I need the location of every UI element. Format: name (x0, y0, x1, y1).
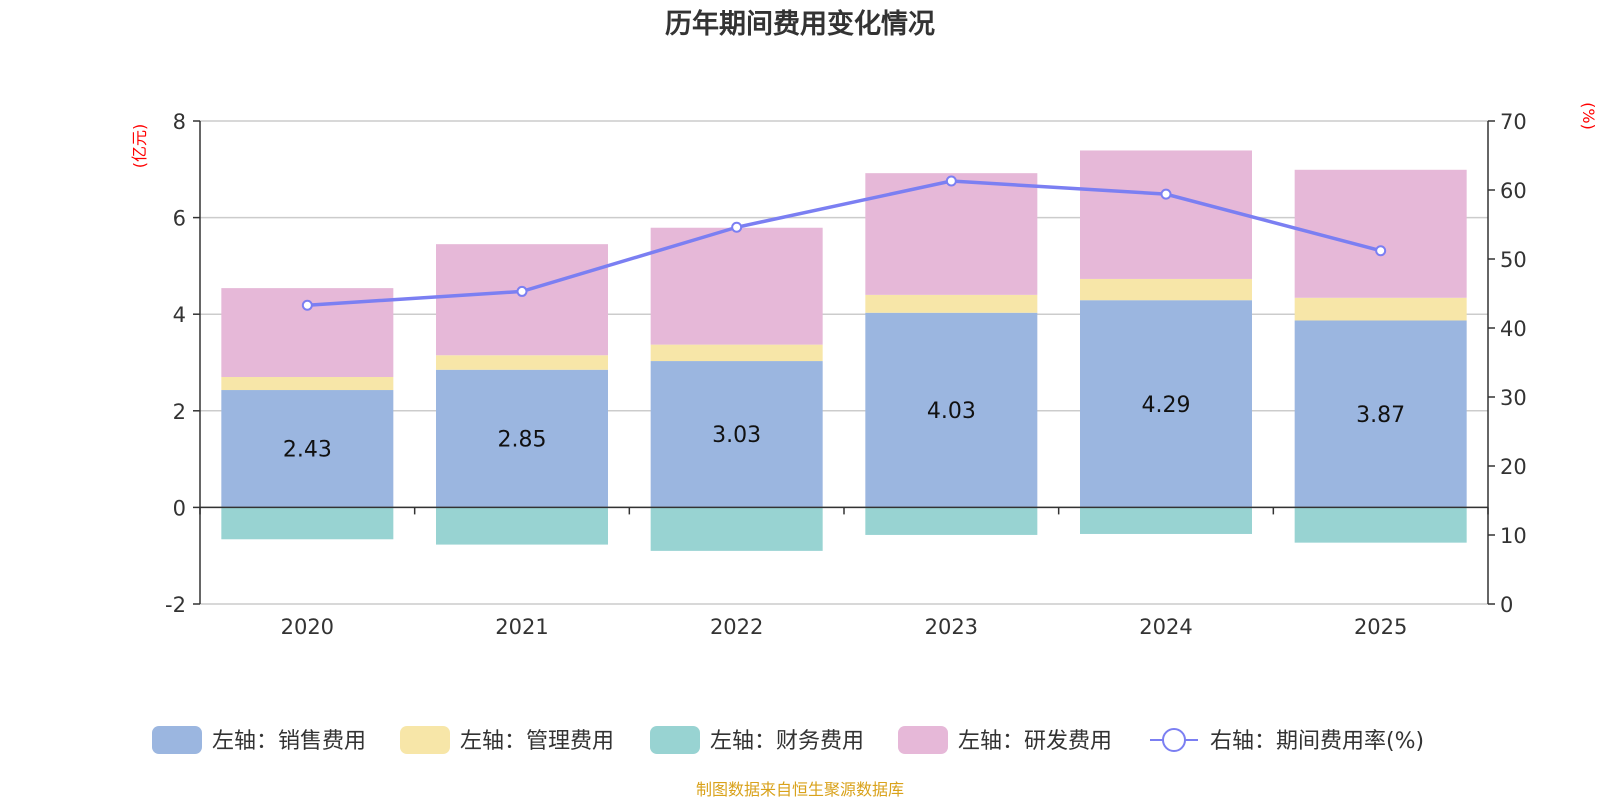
admin-expense-bar (1080, 278, 1252, 301)
legend-label: 左轴：研发费用 (958, 729, 1112, 754)
sales-expense-bar (1080, 300, 1252, 508)
sales-value-label: 3.87 (1356, 403, 1405, 428)
x-tick-label: 2023 (925, 615, 978, 639)
right-tick-label: 10 (1500, 524, 1527, 548)
right-axis-unit: (%) (1579, 102, 1598, 130)
finance-expense-bar (865, 507, 1038, 535)
x-tick-label: 2022 (710, 615, 763, 639)
admin-expense-bar (1294, 297, 1467, 321)
legend: 左轴：销售费用 左轴：管理费用 左轴：财务费用 左轴：研发费用 右轴：期间费用率(%) (152, 726, 1424, 754)
rate-point (1160, 188, 1172, 200)
rd-expense-bar (865, 173, 1038, 295)
x-tick-label: 2025 (1354, 615, 1407, 639)
rate-point (1375, 245, 1387, 257)
right-tick-label: 30 (1500, 386, 1527, 410)
finance-expense-bar (1294, 507, 1467, 543)
finance-expense-bar (650, 507, 823, 551)
left-tick-label: 8 (173, 110, 186, 134)
right-tick-label: 20 (1500, 455, 1527, 479)
right-tick-label: 60 (1500, 179, 1527, 203)
legend-swatch (400, 726, 450, 754)
sales-value-label: 4.03 (927, 399, 976, 424)
left-tick-label: 2 (173, 400, 186, 424)
rate-point (516, 285, 528, 297)
legend-swatch (898, 726, 948, 754)
legend-circle-icon (1162, 728, 1186, 752)
source-note: 制图数据来自恒生聚源数据库 (696, 780, 904, 799)
rate-point (945, 175, 957, 187)
sales-value-label: 4.29 (1142, 393, 1191, 418)
rd-expense-bar (1294, 169, 1467, 298)
admin-expense-bar (221, 376, 394, 391)
left-tick-label: 4 (173, 303, 186, 327)
left-tick-label: 0 (173, 496, 186, 520)
rd-expense-bar (436, 244, 608, 356)
rd-expense-bar (1080, 150, 1252, 279)
legend-swatch (152, 726, 202, 754)
left-tick-label: 6 (173, 207, 186, 231)
sales-expense-bar (221, 390, 394, 508)
legend-label: 左轴：管理费用 (460, 729, 614, 754)
legend-label: 右轴：期间费用率(%) (1210, 729, 1424, 754)
left-tick-label: -2 (165, 593, 186, 617)
finance-expense-bar (436, 507, 608, 545)
sales-expense-bar (865, 312, 1038, 508)
x-tick-label: 2024 (1139, 615, 1192, 639)
admin-expense-bar (865, 294, 1038, 313)
left-axis-unit: (亿元) (130, 124, 149, 169)
bar-labels: 2.43 2.85 3.03 4.03 4.29 3.87 (283, 393, 1405, 463)
legend-label: 左轴：财务费用 (710, 729, 864, 754)
sales-expense-bar (436, 369, 608, 508)
chart-title: 历年期间费用变化情况 (665, 8, 935, 40)
rate-point (301, 299, 313, 311)
right-tick-label: 70 (1500, 110, 1527, 134)
finance-expense-bar (221, 507, 394, 540)
sales-value-label: 2.85 (498, 428, 547, 453)
right-tick-label: 50 (1500, 248, 1527, 272)
legend-swatch (650, 726, 700, 754)
axes: -2 0 2 4 6 8 0 10 20 30 40 50 60 70 2020 2021 2022 2023 20… (165, 110, 1527, 639)
rd-expense-bar (650, 227, 823, 345)
sales-expense-bar (650, 361, 823, 508)
rate-line-path (307, 179, 1382, 307)
x-tick-label: 2021 (495, 615, 548, 639)
sales-value-label: 3.03 (712, 423, 761, 448)
right-tick-label: 40 (1500, 317, 1527, 341)
sales-value-label: 2.43 (283, 438, 332, 463)
sales-expense-bar (1294, 320, 1467, 508)
rate-line (301, 175, 1387, 311)
bars (221, 150, 1467, 551)
admin-expense-bar (650, 344, 823, 362)
admin-expense-bar (436, 355, 608, 370)
legend-label: 左轴：销售费用 (212, 729, 366, 754)
x-tick-label: 2020 (281, 615, 334, 639)
right-tick-label: 0 (1500, 593, 1513, 617)
finance-expense-bar (1080, 507, 1252, 534)
rate-point (731, 221, 743, 233)
